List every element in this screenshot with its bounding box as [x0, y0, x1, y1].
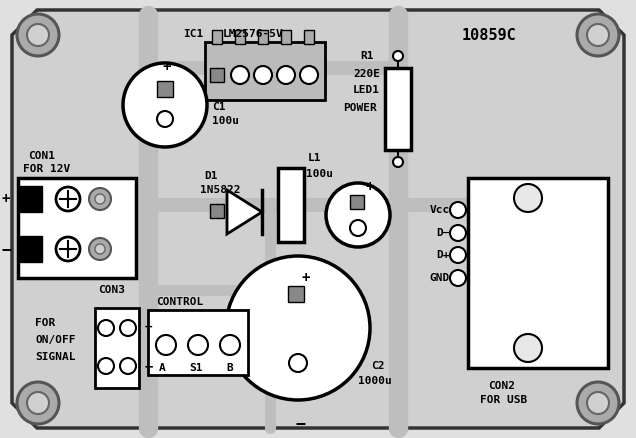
Bar: [468, 178, 608, 368]
Bar: [148, 310, 248, 375]
Text: 100u: 100u: [306, 169, 333, 179]
Text: D−: D−: [436, 228, 450, 238]
Text: FOR: FOR: [35, 318, 55, 328]
Text: +: +: [302, 271, 310, 285]
Text: +: +: [163, 60, 171, 74]
Circle shape: [89, 188, 111, 210]
Bar: [278, 168, 304, 242]
Circle shape: [220, 335, 240, 355]
Circle shape: [56, 237, 80, 261]
Circle shape: [27, 392, 49, 414]
Bar: [288, 286, 304, 302]
Text: FOR 12V: FOR 12V: [23, 164, 70, 174]
Bar: [20, 236, 42, 262]
Text: C2: C2: [371, 361, 385, 371]
Bar: [304, 30, 314, 44]
Circle shape: [17, 382, 59, 424]
Circle shape: [393, 157, 403, 167]
Circle shape: [56, 187, 80, 211]
Text: A: A: [158, 363, 165, 373]
Circle shape: [17, 14, 59, 56]
Circle shape: [514, 184, 542, 212]
Circle shape: [98, 358, 114, 374]
Circle shape: [587, 392, 609, 414]
Bar: [157, 81, 173, 97]
Text: IC1: IC1: [183, 29, 204, 39]
Circle shape: [450, 270, 466, 286]
Text: C1: C1: [212, 102, 226, 112]
Bar: [20, 186, 42, 212]
Text: CON3: CON3: [98, 285, 125, 295]
Text: POWER: POWER: [343, 103, 377, 113]
Circle shape: [587, 24, 609, 46]
Circle shape: [120, 320, 136, 336]
Text: D1: D1: [204, 171, 218, 181]
Text: SIGNAL: SIGNAL: [35, 352, 76, 362]
Circle shape: [156, 335, 176, 355]
Circle shape: [188, 335, 208, 355]
Polygon shape: [227, 190, 262, 234]
Circle shape: [577, 382, 619, 424]
Text: CON2: CON2: [488, 381, 515, 391]
Bar: [95, 308, 139, 388]
Circle shape: [95, 244, 105, 254]
Text: CON1: CON1: [28, 151, 55, 161]
Circle shape: [98, 320, 114, 336]
Text: LED1: LED1: [353, 85, 380, 95]
Bar: [350, 195, 364, 209]
Bar: [258, 30, 268, 44]
Bar: [210, 204, 224, 218]
Text: +: +: [2, 192, 10, 206]
Text: LM2576-5V: LM2576-5V: [223, 29, 284, 39]
Bar: [281, 30, 291, 44]
Circle shape: [157, 111, 173, 127]
Circle shape: [577, 14, 619, 56]
Circle shape: [326, 183, 390, 247]
Circle shape: [277, 66, 295, 84]
Circle shape: [350, 220, 366, 236]
Circle shape: [231, 66, 249, 84]
Text: L1: L1: [308, 153, 322, 163]
Text: −: −: [145, 359, 153, 373]
Circle shape: [514, 334, 542, 362]
Bar: [18, 178, 136, 278]
Circle shape: [27, 24, 49, 46]
Circle shape: [95, 194, 105, 204]
Circle shape: [120, 358, 136, 374]
Circle shape: [450, 247, 466, 263]
Circle shape: [123, 63, 207, 147]
Circle shape: [254, 66, 272, 84]
Text: 220E: 220E: [353, 69, 380, 79]
Text: Vcc: Vcc: [430, 205, 450, 215]
Text: CONTROL: CONTROL: [156, 297, 204, 307]
Circle shape: [300, 66, 318, 84]
Bar: [205, 42, 325, 100]
Bar: [385, 68, 411, 150]
Text: B: B: [226, 363, 233, 373]
Circle shape: [289, 354, 307, 372]
Text: 100u: 100u: [212, 116, 239, 126]
Text: +: +: [145, 321, 153, 335]
Text: −: −: [1, 240, 11, 258]
Text: −: −: [295, 414, 305, 432]
Text: S1: S1: [190, 363, 203, 373]
Polygon shape: [12, 10, 624, 428]
Circle shape: [226, 256, 370, 400]
Text: 10859C: 10859C: [462, 28, 516, 42]
Circle shape: [393, 51, 403, 61]
Text: D+: D+: [436, 250, 450, 260]
Circle shape: [89, 238, 111, 260]
Text: R1: R1: [360, 51, 373, 61]
Bar: [210, 68, 224, 82]
Text: 1N5822: 1N5822: [200, 185, 240, 195]
Bar: [212, 30, 222, 44]
Text: FOR USB: FOR USB: [480, 395, 527, 405]
Circle shape: [450, 225, 466, 241]
Circle shape: [450, 202, 466, 218]
Bar: [235, 30, 245, 44]
Text: +: +: [366, 180, 374, 194]
Text: GND: GND: [430, 273, 450, 283]
Text: 1000u: 1000u: [358, 376, 392, 386]
Text: ON/OFF: ON/OFF: [35, 335, 76, 345]
